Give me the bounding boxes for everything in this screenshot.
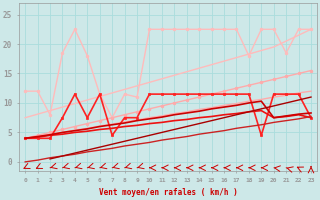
X-axis label: Vent moyen/en rafales ( km/h ): Vent moyen/en rafales ( km/h ) xyxy=(99,188,237,197)
